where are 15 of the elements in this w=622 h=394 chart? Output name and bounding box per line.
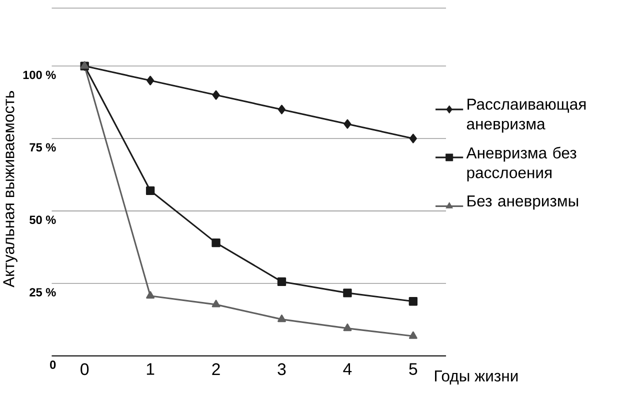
y-tick-label: 50 % — [30, 215, 56, 224]
legend-label: Расслаивающая аневризма — [466, 98, 586, 132]
x-tick-label: 2 — [212, 363, 220, 375]
y-tick-label: 25 % — [30, 288, 56, 296]
y-tick-label: 100 % — [23, 70, 56, 79]
x-tick-label: 5 — [409, 363, 418, 375]
x-tick-label: 1 — [146, 363, 154, 375]
legend-label: Аневризма без расслоения — [466, 146, 576, 182]
y-axis-title: Актуальная выживаемость — [3, 90, 18, 288]
x-tick-label: 0 — [80, 363, 89, 375]
y-tick-label: 75 % — [30, 143, 56, 152]
x-tick-label: 3 — [278, 363, 286, 375]
x-axis-title: Годы жизни — [435, 370, 518, 384]
legend-label: Без аневризмы — [468, 195, 578, 210]
x-tick-label: 4 — [343, 363, 352, 375]
